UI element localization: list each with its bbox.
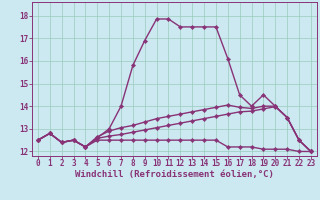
X-axis label: Windchill (Refroidissement éolien,°C): Windchill (Refroidissement éolien,°C) (75, 170, 274, 179)
